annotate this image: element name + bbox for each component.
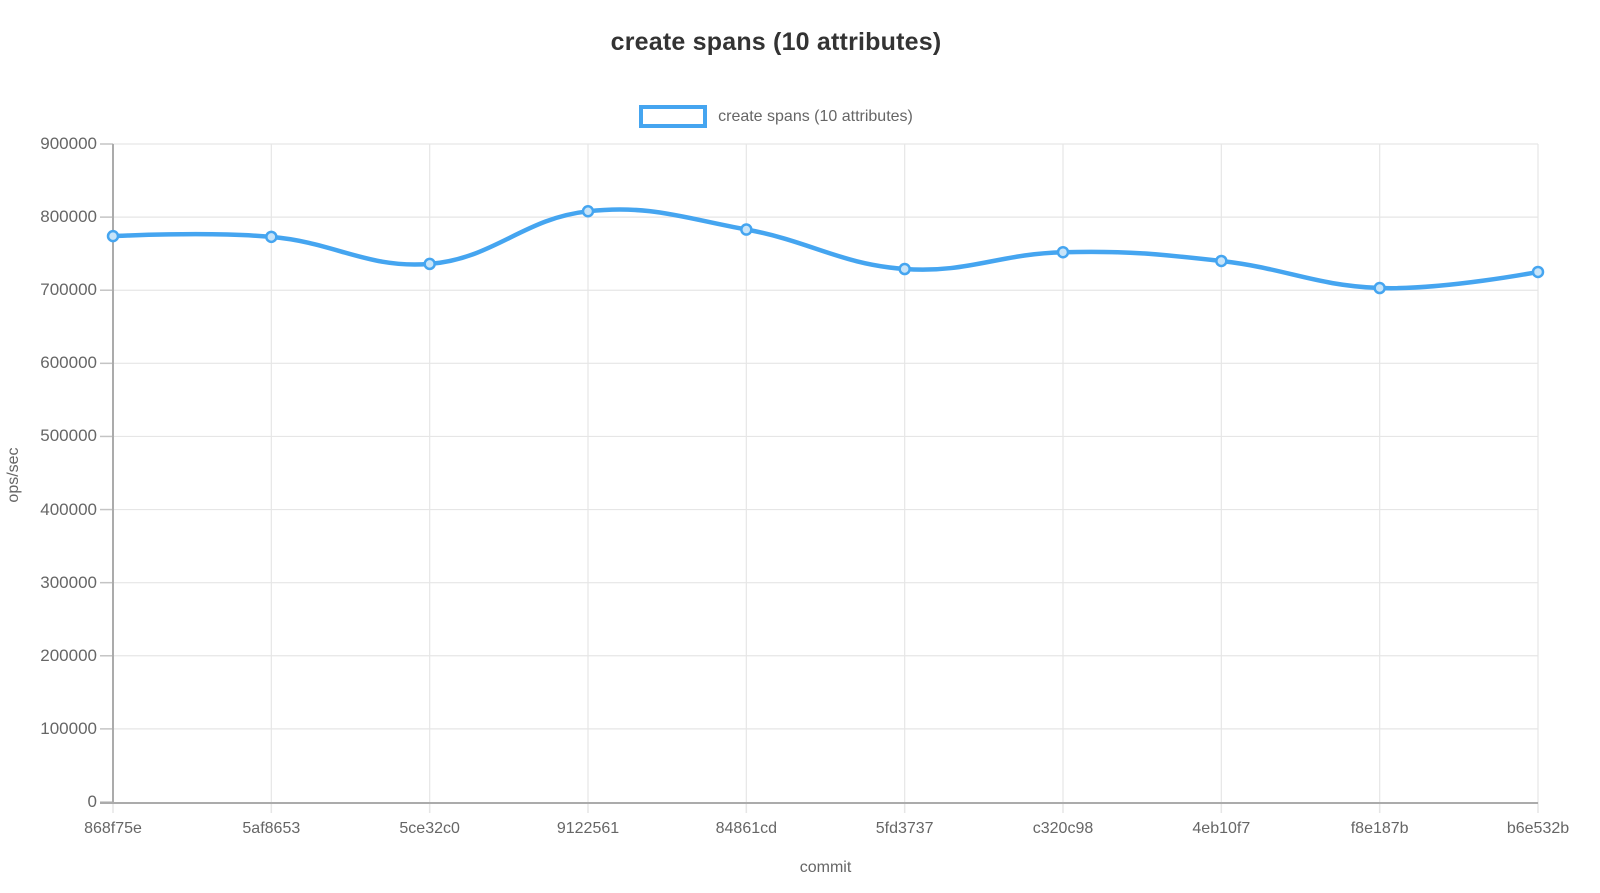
x-tick-label: 5af8653 xyxy=(242,820,301,837)
x-tick-label: b6e532b xyxy=(1506,820,1570,837)
x-tick-label: 5fd3737 xyxy=(875,820,934,837)
y-tick-label: 300000 xyxy=(40,572,97,592)
data-point[interactable] xyxy=(1531,265,1545,279)
y-tick-label: 600000 xyxy=(40,353,97,373)
x-tick-label: 9122561 xyxy=(556,820,620,837)
x-tick-label: 84861cd xyxy=(715,820,778,837)
data-point[interactable] xyxy=(1056,245,1070,259)
y-tick-label: 200000 xyxy=(40,645,97,665)
legend-swatch-icon xyxy=(639,105,708,128)
x-axis-title: commit xyxy=(799,859,852,876)
data-point[interactable] xyxy=(740,223,753,236)
chart-title: create spans (10 attributes) xyxy=(610,28,942,56)
data-point[interactable] xyxy=(1215,254,1228,268)
data-point[interactable] xyxy=(581,205,595,218)
data-point[interactable] xyxy=(1373,281,1386,295)
series-line xyxy=(110,207,1541,291)
data-point[interactable] xyxy=(423,257,436,271)
data-point[interactable] xyxy=(106,229,120,243)
data-point[interactable] xyxy=(265,230,278,244)
legend: create spans (10 attributes) xyxy=(0,105,1552,128)
y-tick-label: 100000 xyxy=(40,718,97,738)
y-tick-label: 800000 xyxy=(40,207,97,227)
x-tick-label: f8e187b xyxy=(1350,820,1409,837)
data-point[interactable] xyxy=(898,262,911,276)
y-tick-label: 400000 xyxy=(40,499,97,519)
y-tick-label: 500000 xyxy=(40,426,97,446)
x-tick-label: c320c98 xyxy=(1032,820,1094,837)
y-tick-label: 900000 xyxy=(40,134,97,153)
y-tick-label: 0 xyxy=(87,792,97,811)
x-tick-label: 4eb10f7 xyxy=(1192,820,1251,837)
x-tick-label: 5ce32c0 xyxy=(399,820,460,837)
y-axis-title: ops/sec xyxy=(5,447,22,503)
legend-label: create spans (10 attributes) xyxy=(718,108,913,125)
x-tick-label: 868f75e xyxy=(84,820,142,837)
y-tick-label: 700000 xyxy=(40,280,97,300)
legend-item[interactable]: create spans (10 attributes) xyxy=(639,105,913,128)
